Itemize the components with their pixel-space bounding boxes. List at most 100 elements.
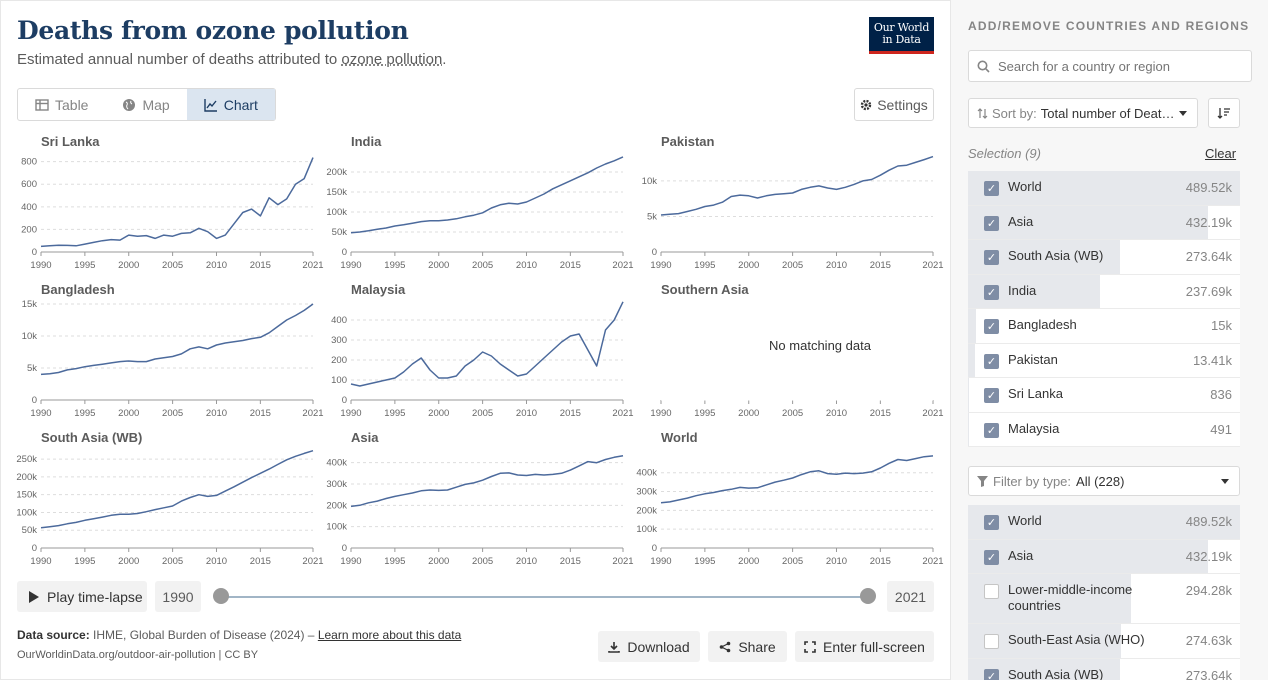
- entity-row[interactable]: Malaysia 491: [968, 412, 1240, 447]
- learn-more-link[interactable]: Learn more about this data: [317, 628, 462, 642]
- y-tick-label: 0: [652, 543, 657, 554]
- x-tick-label: 1995: [74, 408, 95, 419]
- y-tick-label: 0: [652, 247, 657, 258]
- value-bar: [968, 658, 1121, 680]
- filter-type-dropdown[interactable]: Filter by type: All (228): [968, 466, 1240, 496]
- x-tick-label: 2015: [870, 408, 891, 419]
- play-timelapse-button[interactable]: Play time-lapse: [17, 581, 147, 612]
- entity-checkbox[interactable]: [984, 388, 999, 403]
- entity-checkbox[interactable]: [984, 668, 999, 680]
- entity-name: South Asia (WB): [1008, 666, 1104, 680]
- fullscreen-button[interactable]: Enter full-screen: [795, 631, 934, 662]
- chart-panel: World 1990 1995 2000 2005 2010 2015 2021 0 100k 20…: [636, 430, 943, 572]
- page-subtitle: Estimated annual number of deaths attrib…: [17, 51, 447, 68]
- x-tick-label: 1995: [384, 408, 405, 419]
- globe-icon: [123, 98, 136, 111]
- x-tick-label: 2021: [612, 260, 633, 271]
- entity-value: 15k: [1211, 318, 1232, 333]
- entity-checkbox[interactable]: [984, 181, 999, 196]
- download-button[interactable]: Download: [598, 631, 700, 662]
- sort-dropdown[interactable]: Sort by: Total number of Deat…: [968, 98, 1198, 128]
- x-tick-label: 2010: [516, 260, 537, 271]
- entity-checkbox[interactable]: [984, 284, 999, 300]
- line-plot: 1990 1995 2000 2005 2010 2015 2021 0 50k 100k 150k…: [326, 156, 634, 271]
- chart-panel: Bangladesh 1990 1995 2000 2005 2010 2015 2021 0 5…: [17, 282, 324, 424]
- entity-checkbox[interactable]: [984, 549, 999, 565]
- chart-panel: Southern Asia 1990 1995 2000 2005 2010 2015 202…: [637, 282, 943, 424]
- value-bar: [968, 378, 969, 412]
- entity-row[interactable]: South Asia (WB) 273.64k: [968, 240, 1240, 275]
- selected-entities-list: World 489.52k Asia 432.19k South Asia (WB) 27…: [968, 171, 1240, 447]
- timeline-end-handle[interactable]: [860, 588, 876, 604]
- entity-name: Asia: [1008, 547, 1034, 563]
- search-input[interactable]: [998, 58, 1238, 74]
- entity-value: 489.52k: [1185, 514, 1232, 529]
- selection-count: Selection (9): [968, 146, 1041, 161]
- panel-title: Pakistan: [661, 134, 715, 149]
- entity-name: Lower-middle-income countries: [1008, 582, 1133, 613]
- entity-row[interactable]: South Asia (WB) 273.64k: [968, 658, 1240, 680]
- x-tick-label: 2000: [738, 260, 759, 271]
- x-tick-label: 2015: [560, 260, 581, 271]
- y-tick-label: 0: [342, 247, 347, 258]
- share-button[interactable]: Share: [708, 631, 787, 662]
- entity-value: 432.19k: [1185, 548, 1232, 564]
- start-year-box[interactable]: 1990: [155, 581, 201, 612]
- entity-checkbox[interactable]: [984, 422, 999, 438]
- entity-name: Bangladesh: [1008, 317, 1077, 332]
- entity-value: 273.64k: [1185, 249, 1232, 264]
- entity-checkbox[interactable]: [984, 515, 999, 530]
- entity-checkbox[interactable]: [984, 584, 999, 599]
- entity-checkbox[interactable]: [984, 215, 999, 231]
- entity-row[interactable]: World 489.52k: [968, 505, 1240, 540]
- x-tick-label: 1995: [74, 260, 95, 271]
- value-bar: [968, 505, 1240, 539]
- y-tick-label: 5k: [647, 211, 657, 222]
- entity-row[interactable]: Asia 432.19k: [968, 205, 1240, 240]
- entity-row[interactable]: World 489.52k: [968, 171, 1240, 206]
- y-tick-label: 10k: [642, 176, 658, 187]
- entity-checkbox[interactable]: [984, 250, 999, 265]
- x-tick-label: 2015: [870, 556, 891, 567]
- x-tick-label: 2000: [428, 408, 449, 419]
- entity-checkbox[interactable]: [984, 319, 999, 334]
- tab-chart[interactable]: Chart: [186, 89, 275, 120]
- entity-row[interactable]: Asia 432.19k: [968, 539, 1240, 574]
- y-tick-label: 300: [331, 335, 347, 346]
- line-plot: 1990 1995 2000 2005 2010 2015 2021: [650, 399, 944, 419]
- entity-name: South Asia (WB): [1008, 248, 1104, 263]
- chart-panel: Asia 1990 1995 2000 2005 2010 2015 2021 0 100k 200…: [326, 430, 633, 572]
- chevron-down-icon: [1179, 111, 1187, 116]
- settings-button[interactable]: Settings: [854, 88, 934, 121]
- x-tick-label: 2005: [472, 260, 493, 271]
- x-tick-label: 2000: [738, 408, 759, 419]
- entity-row[interactable]: India 237.69k: [968, 274, 1240, 309]
- entity-checkbox[interactable]: [984, 353, 999, 369]
- tab-table[interactable]: Table: [18, 89, 105, 120]
- value-bar: [968, 171, 1240, 205]
- timeline-track[interactable]: [221, 596, 868, 598]
- panel-title: Asia: [351, 430, 379, 445]
- y-tick-label: 100k: [16, 507, 37, 518]
- tab-map[interactable]: Map: [105, 89, 186, 120]
- entity-search[interactable]: [968, 50, 1252, 82]
- entity-value: 432.19k: [1185, 214, 1232, 230]
- sort-direction-button[interactable]: [1208, 98, 1240, 128]
- end-year-box[interactable]: 2021: [887, 581, 934, 612]
- entity-row[interactable]: Lower-middle-income countries 294.28k: [968, 574, 1240, 624]
- y-tick-label: 400: [331, 315, 347, 326]
- line-plot: 1990 1995 2000 2005 2010 2015 2021 0 5k 10k 15k: [22, 299, 324, 419]
- series-line: [40, 449, 314, 529]
- entity-row[interactable]: Sri Lanka 836: [968, 378, 1240, 413]
- timeline-start-handle[interactable]: [213, 588, 229, 604]
- entity-row[interactable]: Bangladesh 15k: [968, 309, 1240, 344]
- entity-row[interactable]: Pakistan 13.41k: [968, 343, 1240, 378]
- clear-selection-link[interactable]: Clear: [1205, 146, 1237, 161]
- entity-checkbox[interactable]: [984, 634, 999, 649]
- entity-value: 491: [1210, 421, 1232, 437]
- entity-row[interactable]: South-East Asia (WHO) 274.63k: [968, 624, 1240, 659]
- owid-logo[interactable]: Our World in Data: [869, 17, 934, 54]
- line-plot: 1990 1995 2000 2005 2010 2015 2021 0 100 200 300 40…: [331, 301, 634, 419]
- ozone-pollution-link[interactable]: ozone pollution: [341, 51, 443, 68]
- y-tick-label: 400k: [326, 458, 347, 469]
